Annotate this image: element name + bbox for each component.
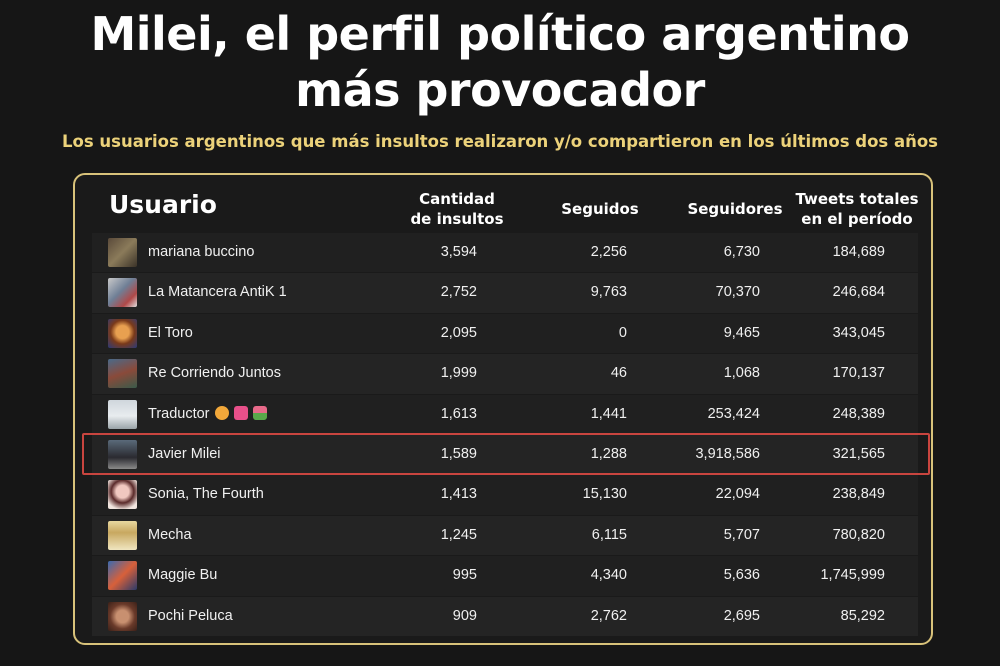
following-count: 15,130 [582,486,627,503]
header-tweets: Tweets totales en el período [795,190,919,228]
avatar [108,318,137,348]
avatar [108,439,137,469]
tweets-count: 248,389 [832,405,885,422]
bouquet-icon [252,405,267,420]
insults-count: 1,245 [440,526,477,543]
table-body: mariana buccino 3,594 2,256 6,730 184,68… [92,233,918,637]
page-title: Milei, el perfil político argentino más … [0,6,1000,118]
tweets-count: 343,045 [832,324,885,341]
table-row: Re Corriendo Juntos 1,999 46 1,068 170,1… [92,354,918,394]
avatar [108,359,137,389]
title-line-2: más provocador [295,63,705,117]
title-line-1: Milei, el perfil político argentino [90,7,910,61]
tweets-count: 85,292 [840,607,885,624]
following-count: 46 [610,365,627,382]
insults-count: 1,999 [440,365,477,382]
insults-count: 1,613 [440,405,477,422]
header-insults: Cantidad de insultos [410,190,504,228]
user-name: Re Corriendo Juntos [148,365,281,382]
following-count: 1,441 [590,405,627,422]
user-name: Sonia, The Fourth [148,486,264,503]
following-count: 2,762 [590,607,627,624]
avatar [108,480,137,510]
tweets-count: 1,745,999 [820,567,885,584]
insults-count: 909 [452,607,477,624]
followers-count: 70,370 [715,284,760,301]
user-name: Pochi Peluca [148,607,233,624]
following-count: 6,115 [591,526,627,543]
followers-count: 6,730 [723,244,760,260]
header-followers: Seguidores [687,200,783,218]
table-row: El Toro 2,095 0 9,465 343,045 [92,313,918,354]
user-name: Traductor [148,405,267,422]
user-name: mariana buccino [148,244,255,260]
following-count: 4,340 [590,567,627,584]
table-row: Maggie Bu 995 4,340 5,636 1,745,999 [92,556,918,596]
followers-count: 3,918,586 [695,445,760,462]
tweets-count: 170,137 [832,365,885,382]
avatar [108,520,137,550]
user-name-text: Traductor [148,405,210,422]
table-row-highlighted: Javier Milei 1,589 1,288 3,918,586 321,5… [92,434,918,475]
tweets-count: 321,565 [832,445,885,462]
user-name: El Toro [148,324,193,341]
avatar [108,561,137,591]
insults-count: 1,589 [440,445,477,462]
followers-count: 5,636 [723,567,760,584]
tweets-count: 184,689 [832,244,885,260]
pleading-face-icon [214,405,229,420]
following-count: 2,256 [590,244,627,260]
user-name: Maggie Bu [148,567,218,584]
avatar [108,278,137,308]
insults-count: 3,594 [440,244,477,260]
table-header: Usuario Cantidad de insultos Seguidos Se… [75,175,931,233]
user-name: Javier Milei [148,445,221,462]
table-row: Mecha 1,245 6,115 5,707 780,820 [92,515,918,556]
user-name: La Matancera AntiK 1 [148,284,287,301]
user-name: Mecha [148,526,192,543]
followers-count: 253,424 [707,405,760,422]
insults-count: 2,752 [440,284,477,301]
avatar [108,601,137,631]
insults-count: 2,095 [440,324,477,341]
tweets-count: 238,849 [832,486,885,503]
table-row: La Matancera AntiK 1 2,752 9,763 70,370 … [92,273,918,313]
followers-count: 1,068 [723,365,760,382]
tweets-count: 780,820 [832,526,885,543]
table-row: Traductor 1,613 1,441 253,424 248,389 [92,394,918,434]
following-count: 9,763 [590,284,627,301]
following-count: 0 [618,324,627,341]
table-row: Sonia, The Fourth 1,413 15,130 22,094 23… [92,475,918,515]
header-following: Seguidos [561,200,639,218]
followers-count: 22,094 [715,486,760,503]
following-count: 1,288 [590,445,627,462]
insults-count: 995 [452,567,477,584]
avatar [108,399,137,429]
tweets-count: 246,684 [832,284,885,301]
followers-count: 2,695 [723,607,760,624]
heart-icon [233,405,248,420]
followers-count: 5,707 [723,526,760,543]
ranking-table: Usuario Cantidad de insultos Seguidos Se… [73,173,933,645]
table-row: mariana buccino 3,594 2,256 6,730 184,68… [92,233,918,273]
insults-count: 1,413 [440,486,477,503]
subtitle: Los usuarios argentinos que más insultos… [61,132,939,151]
table-row: Pochi Peluca 909 2,762 2,695 85,292 [92,596,918,636]
followers-count: 9,465 [723,324,760,341]
avatar [108,238,137,267]
header-user: Usuario [109,190,217,219]
